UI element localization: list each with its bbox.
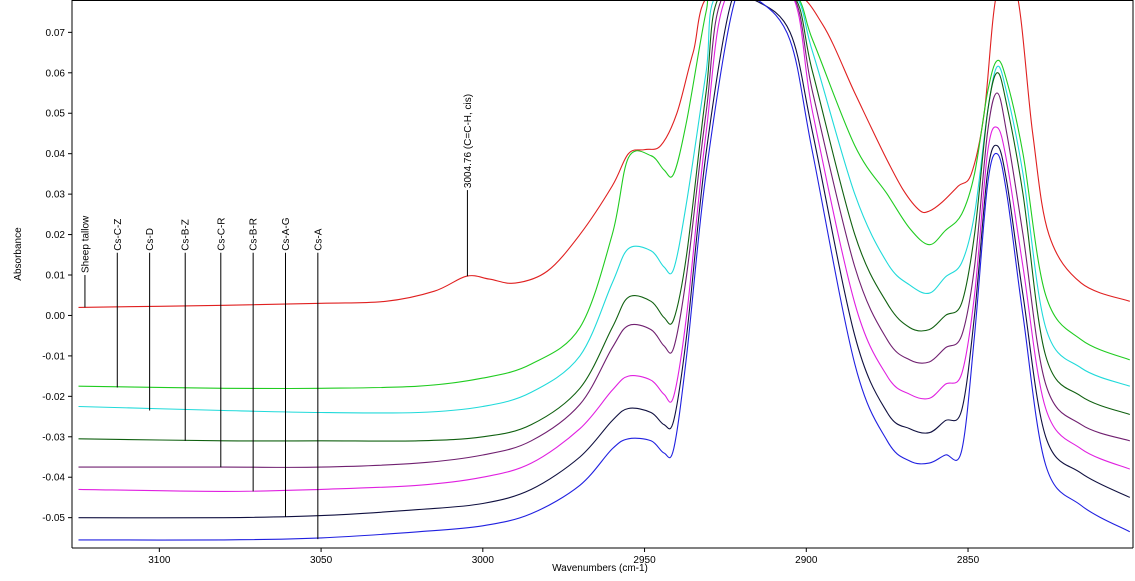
y-tick-label: 0.05 [46,109,66,120]
x-tick-label: 2900 [795,555,818,566]
y-tick-label: -0.01 [42,351,65,362]
x-axis-title: Wavenumbers (cm-1) [552,563,648,574]
annotation-label: Cs-C-Z [113,219,124,251]
y-tick-label: 0.04 [46,149,66,160]
y-tick-label: 0.07 [46,28,66,39]
y-tick-label: 0.06 [46,68,66,79]
series-line-cs-c-r [78,0,1130,468]
series-line-cs-b-r [78,0,1131,492]
x-tick-label: 3050 [310,555,333,566]
annotation-label: Cs-B-R [249,218,260,251]
axis-layer: -0.05 -0.04 -0.03 -0.02 -0.01 0.00 0.01 0.02 0.0… [42,0,1134,566]
series-line-cs-c-z [78,0,1131,390]
y-tick-label: 0.00 [46,311,66,322]
y-tick-label: -0.04 [42,473,65,484]
x-tick-label: 2950 [633,555,656,566]
annotation-layer: Sheep tallow Cs-C-Z Cs-D Cs-B-Z Cs-C-R Cs-B-R… [80,94,474,540]
y-tick-label: -0.02 [42,392,65,403]
annotation-label: 3004.76 (C=C-H, cis) [463,94,474,188]
y-tick-label: 0.01 [46,271,66,282]
series-line-cs-a-g [78,0,1131,519]
annotation-label: Sheep tallow [80,215,91,273]
y-tick-label: -0.05 [42,513,65,524]
y-axis-title: Absorbance [13,227,24,281]
annotation-label: Cs-B-Z [181,219,192,251]
annotation-label: Cs-A-G [281,217,292,251]
series-line-cs-d [78,0,1130,414]
annotation-label: Cs-D [145,228,156,251]
x-tick-label: 3000 [472,555,495,566]
series-line-cs-b-z [78,0,1130,442]
x-tick-label: 3100 [148,555,171,566]
y-tick-label: 0.02 [46,230,66,241]
x-tick-label: 2850 [957,555,980,566]
series-line-sheep-tallow [78,0,1130,308]
annotation-label: Cs-C-R [216,217,227,250]
y-tick-label: -0.03 [42,432,65,443]
y-tick-label: 0.03 [46,190,66,201]
annotation-label: Cs-A [313,228,324,251]
series-line-cs-a [78,0,1131,541]
series-layer [78,0,1131,541]
